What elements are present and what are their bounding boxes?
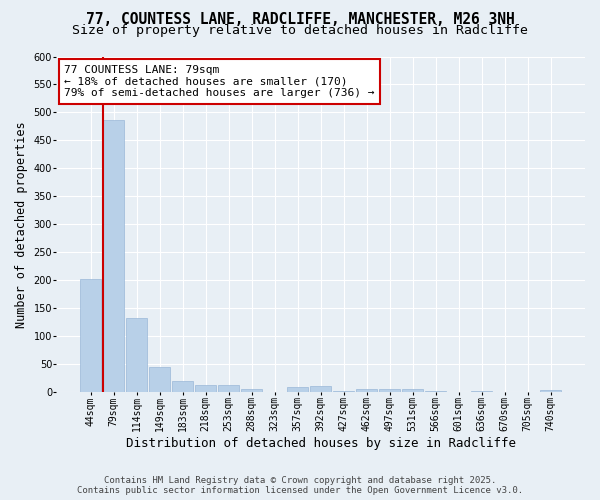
- Bar: [218, 386, 239, 392]
- Bar: [540, 390, 561, 392]
- Y-axis label: Number of detached properties: Number of detached properties: [15, 121, 28, 328]
- Text: 77 COUNTESS LANE: 79sqm
← 18% of detached houses are smaller (170)
79% of semi-d: 77 COUNTESS LANE: 79sqm ← 18% of detache…: [64, 65, 375, 98]
- Bar: [149, 367, 170, 392]
- Bar: [103, 120, 124, 392]
- Bar: [379, 389, 400, 392]
- Bar: [127, 318, 147, 392]
- Bar: [80, 278, 101, 392]
- Text: Size of property relative to detached houses in Radcliffe: Size of property relative to detached ho…: [72, 24, 528, 37]
- Bar: [172, 381, 193, 392]
- Text: Contains HM Land Registry data © Crown copyright and database right 2025.
Contai: Contains HM Land Registry data © Crown c…: [77, 476, 523, 495]
- Bar: [403, 389, 423, 392]
- Bar: [471, 391, 492, 392]
- Bar: [310, 386, 331, 392]
- Text: 77, COUNTESS LANE, RADCLIFFE, MANCHESTER, M26 3NH: 77, COUNTESS LANE, RADCLIFFE, MANCHESTER…: [86, 12, 514, 28]
- X-axis label: Distribution of detached houses by size in Radcliffe: Distribution of detached houses by size …: [125, 437, 515, 450]
- Bar: [356, 389, 377, 392]
- Bar: [241, 389, 262, 392]
- Bar: [196, 385, 216, 392]
- Bar: [287, 387, 308, 392]
